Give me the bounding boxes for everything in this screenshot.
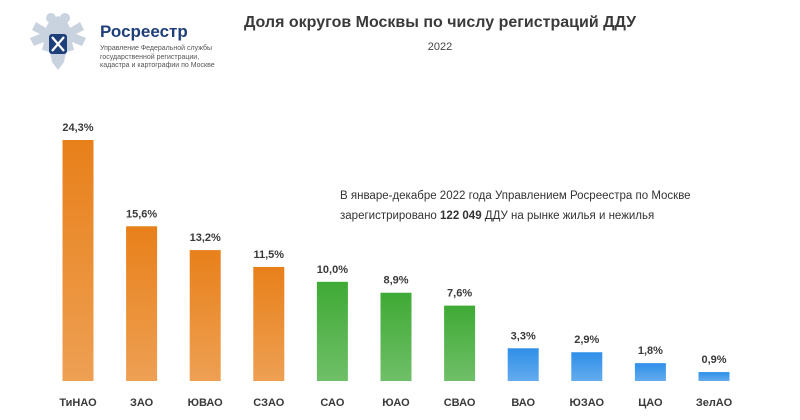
category-label-САО: САО xyxy=(320,397,344,409)
category-label-ЮВАО: ЮВАО xyxy=(188,397,224,409)
summary-suffix: ДДУ на рынке жилья и нежилья xyxy=(481,210,655,222)
bar-ЮЗАО xyxy=(571,352,603,381)
value-label-ЦАО: 1,8% xyxy=(638,345,663,357)
rosreestr-logo: Росреестр Управление Федеральной службы … xyxy=(22,8,222,78)
bar-СВАО xyxy=(444,305,476,381)
category-label-ЮЗАО: ЮЗАО xyxy=(570,397,605,409)
summary-line-1: В январе-декабре 2022 года Управлением Р… xyxy=(340,190,691,202)
chart-subtitle: 2022 xyxy=(427,41,453,53)
summary-prefix: зарегистрировано xyxy=(340,210,441,222)
bar-СЗАО xyxy=(253,266,285,381)
value-label-ЗелАО: 0,9% xyxy=(701,354,726,366)
summary-note: В январе-декабре 2022 года Управлением Р… xyxy=(340,186,760,226)
value-label-ТиНАО: 24,3% xyxy=(62,122,93,134)
value-label-ВАО: 3,3% xyxy=(511,330,536,342)
bar-ЦАО xyxy=(634,363,666,381)
bar-ЮВАО xyxy=(189,250,221,381)
bar-ТиНАО xyxy=(62,140,94,381)
org-name: Росреестр xyxy=(100,22,188,41)
coat-of-arms-icon xyxy=(30,13,86,70)
category-label-СВАО: СВАО xyxy=(444,397,476,409)
category-label-ЦАО: ЦАО xyxy=(638,397,663,409)
bar-ЮАО xyxy=(380,292,412,381)
value-label-ЗАО: 15,6% xyxy=(126,208,157,220)
bar-ВАО xyxy=(507,348,539,381)
category-label-ВАО: ВАО xyxy=(511,397,535,409)
chart-title: Доля округов Москвы по числу регистраций… xyxy=(243,14,637,31)
category-label-СЗАО: СЗАО xyxy=(253,397,284,409)
bar-ЗелАО xyxy=(698,372,730,381)
value-label-САО: 10,0% xyxy=(317,264,348,276)
category-label-ЗелАО: ЗелАО xyxy=(696,397,733,409)
bar-ЗАО xyxy=(126,226,158,381)
registrations-count: 122 049 xyxy=(440,210,482,222)
org-description: Управление Федеральной службы государств… xyxy=(100,45,215,69)
category-label-ТиНАО: ТиНАО xyxy=(59,397,97,409)
value-label-ЮЗАО: 2,9% xyxy=(574,334,599,346)
value-label-СЗАО: 11,5% xyxy=(254,249,285,261)
bar-САО xyxy=(316,281,348,381)
summary-line-2: зарегистрировано 122 049 ДДУ на рынке жи… xyxy=(340,206,760,226)
value-label-ЮВАО: 13,2% xyxy=(190,232,221,244)
value-label-ЮАО: 8,9% xyxy=(383,275,408,287)
category-label-ЗАО: ЗАО xyxy=(130,397,154,409)
category-label-ЮАО: ЮАО xyxy=(382,397,410,409)
value-label-СВАО: 7,6% xyxy=(447,288,472,300)
